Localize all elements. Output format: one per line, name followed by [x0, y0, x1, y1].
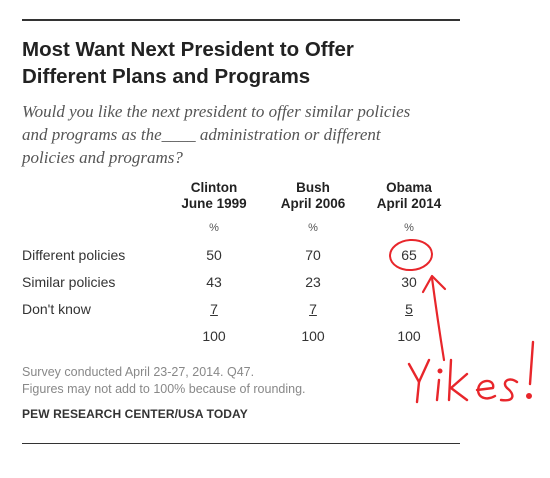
- subtitle-line-2: and programs as the____ administration o…: [22, 125, 381, 144]
- column-name: Bush: [296, 180, 330, 195]
- row-label-dont-know: Don't know: [22, 301, 91, 317]
- row-label-different: Different policies: [22, 247, 126, 263]
- annotation-arrowhead: [421, 274, 447, 294]
- table-cell: 43: [206, 274, 222, 290]
- row-label-similar: Similar policies: [22, 274, 116, 290]
- column-header-obama: Obama April 2014: [359, 180, 459, 212]
- subtitle-line-1: Would you like the next president to off…: [22, 102, 411, 121]
- title-line-2: Different Plans and Programs: [22, 65, 311, 88]
- unit-cell: %: [209, 222, 219, 234]
- yikes-handwriting: [407, 340, 535, 404]
- source-credit: PEW RESEARCH CENTER/USA TODAY: [22, 407, 248, 421]
- table-cell: 7: [210, 301, 218, 317]
- note-line-2: Figures may not add to 100% because of r…: [22, 382, 306, 396]
- column-name: Clinton: [190, 180, 238, 195]
- note-line-1: Survey conducted April 23-27, 2014. Q47.: [22, 365, 255, 379]
- column-name: Obama: [386, 180, 432, 195]
- title-line-1: Most Want Next President to Offer: [22, 38, 354, 61]
- table-cell: 30: [401, 274, 417, 290]
- highlight-circle: [389, 238, 433, 272]
- column-header-bush: Bush April 2006: [263, 180, 363, 212]
- column-date: April 2014: [376, 196, 442, 211]
- table-cell: 5: [405, 301, 413, 317]
- chart-title: Most Want Next President to Offer Differ…: [22, 36, 462, 90]
- total-cell: 100: [301, 328, 325, 344]
- unit-cell: %: [404, 222, 414, 234]
- table-cell-highlighted: 65: [401, 247, 417, 263]
- column-date: April 2006: [280, 196, 346, 211]
- table-cell: 50: [206, 247, 222, 263]
- table-cell: 70: [305, 247, 321, 263]
- total-cell: 100: [397, 328, 421, 344]
- chart-subtitle: Would you like the next president to off…: [22, 100, 462, 169]
- bottom-rule: [22, 443, 460, 444]
- subtitle-line-3: policies and programs?: [22, 148, 183, 167]
- column-header-clinton: Clinton June 1999: [164, 180, 264, 212]
- table-cell: 23: [305, 274, 321, 290]
- unit-cell: %: [308, 222, 318, 234]
- top-rule: [22, 19, 460, 21]
- column-date: June 1999: [181, 196, 247, 211]
- survey-note: Survey conducted April 23-27, 2014. Q47.…: [22, 364, 462, 398]
- total-cell: 100: [202, 328, 226, 344]
- table-cell: 7: [309, 301, 317, 317]
- annotation-arrow: [430, 276, 446, 362]
